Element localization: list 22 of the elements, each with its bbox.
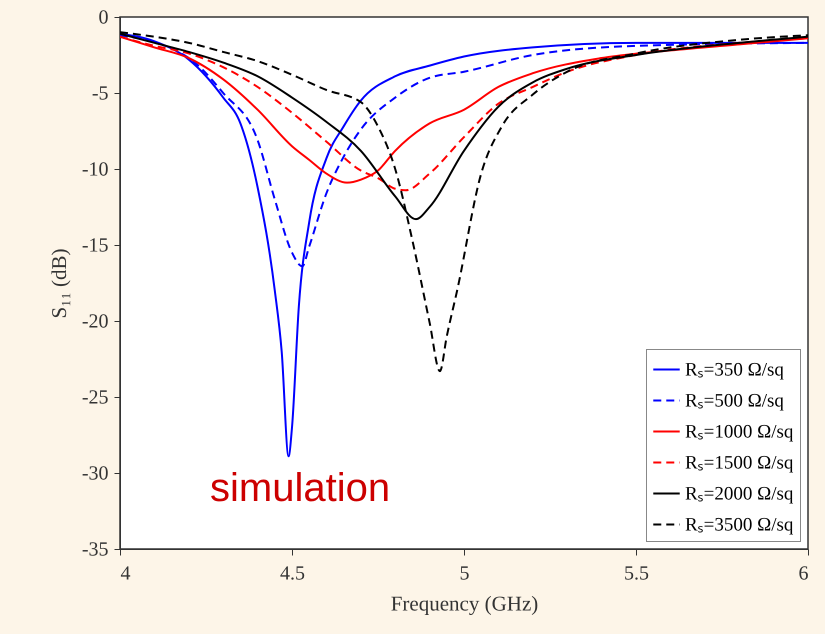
x-tick-label: 5.5 (624, 562, 649, 584)
y-axis-title: S₁₁ (dB) (46, 248, 71, 319)
y-tick-label: -30 (82, 462, 108, 484)
legend-label: Rₛ=2000 Ω/sq (685, 484, 794, 504)
y-tick-label: -35 (82, 538, 108, 560)
y-tick-label: -25 (82, 386, 108, 408)
legend-label: Rₛ=500 Ω/sq (685, 390, 784, 412)
x-tick-label: 4.5 (280, 562, 305, 584)
x-tick-label: 5 (460, 562, 470, 584)
legend-label: Rₛ=350 Ω/sq (685, 360, 784, 380)
legend-label: Rₛ=1000 Ω/sq (685, 422, 794, 442)
y-tick-label: -20 (82, 310, 108, 332)
x-axis-title: Frequency (GHz) (390, 592, 538, 616)
y-tick-label: -5 (92, 82, 108, 104)
y-tick-label: 0 (98, 6, 108, 28)
legend-label: Rₛ=1500 Ω/sq (685, 452, 794, 474)
y-tick-label: -10 (82, 158, 108, 180)
annotation: simulation (210, 466, 390, 510)
legend-label: Rₛ=3500 Ω/sq (685, 514, 794, 536)
x-tick-label: 4 (120, 562, 130, 584)
y-tick-label: -15 (82, 234, 108, 256)
x-tick-label: 6 (798, 562, 808, 584)
